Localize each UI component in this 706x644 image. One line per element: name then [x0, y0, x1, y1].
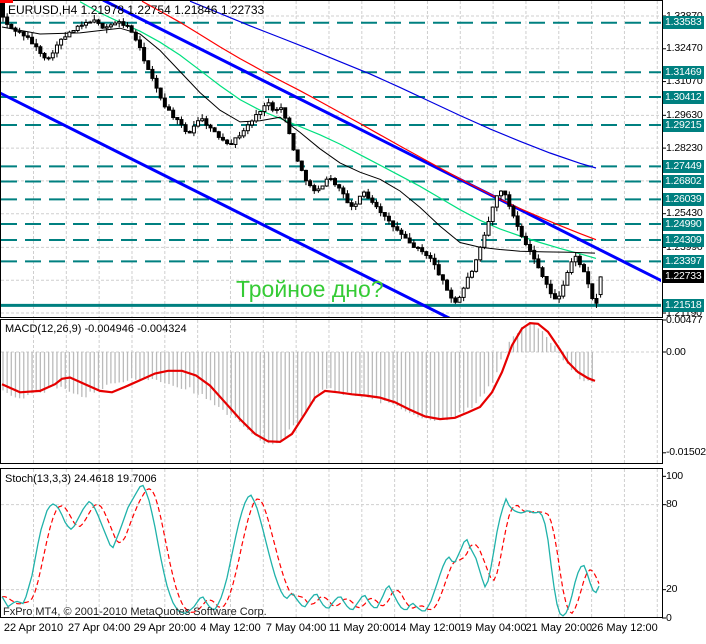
- level-price-label: 1.31469: [663, 65, 704, 79]
- date-tick-label: 22 Apr 2010: [3, 622, 64, 634]
- date-tick-label: 27 Apr 04:00: [67, 622, 131, 634]
- date-tick-label: 19 May 04:00: [459, 622, 527, 634]
- date-tick-label: 14 May 12:00: [394, 622, 461, 634]
- date-tick-label: 7 May 04:00: [265, 622, 327, 634]
- price-axis[interactable]: 1.338701.324701.310701.296301.282301.254…: [663, 0, 706, 644]
- stoch-axis-label: 20: [666, 583, 678, 596]
- level-price-label: 1.27449: [663, 159, 704, 173]
- level-price-label: 1.24309: [663, 233, 704, 247]
- level-price-label: 1.21518: [663, 298, 704, 312]
- date-tick-label: 4 May 12:00: [200, 622, 261, 634]
- level-price-label: 1.24990: [663, 217, 704, 231]
- level-price-label: 1.26802: [663, 175, 704, 189]
- stoch-axis-label: 100: [666, 469, 683, 482]
- date-tick-label: 11 May 20:00: [328, 622, 395, 634]
- macd-axis-label: 0.00477: [666, 313, 703, 326]
- main-chart-panel: [1, 1, 661, 317]
- price-tick-label: 1.32470: [666, 42, 703, 55]
- price-tick-label: 1.28230: [666, 141, 703, 154]
- level-price-label: 1.30412: [663, 90, 704, 104]
- macd-panel: [1, 320, 661, 463]
- price-tick-label: 1.25430: [666, 207, 703, 220]
- macd-axis-label: 0.00: [666, 345, 686, 358]
- date-tick-label: 21 May 20:00: [525, 622, 593, 634]
- date-tick-label: 26 May 12:00: [591, 622, 658, 634]
- level-price-label: 1.23397: [663, 254, 704, 268]
- stoch-panel: [1, 469, 661, 617]
- window-corner-marker: [0, 0, 13, 3]
- level-price-label: 1.26039: [663, 192, 704, 206]
- stoch-axis-label: 0: [666, 611, 672, 624]
- macd-axis-label: -0.01502: [666, 446, 706, 459]
- price-tick-label: 1.29630: [666, 108, 703, 121]
- level-price-label: 1.33583: [663, 16, 704, 30]
- time-axis[interactable]: 22 Apr 2010 27 Apr 04:00 29 Apr 20:00 4 May…: [0, 620, 706, 640]
- current-price-label: 1.22733: [663, 270, 704, 284]
- date-tick-label: 29 Apr 20:00: [133, 622, 197, 634]
- stoch-axis-label: 80: [666, 498, 678, 511]
- level-price-label: 1.29215: [663, 118, 704, 132]
